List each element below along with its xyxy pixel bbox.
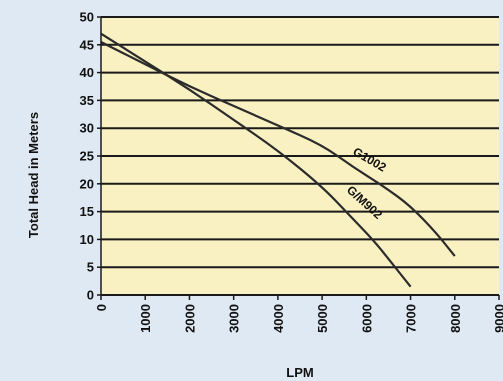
y-tick-label: 50: [80, 10, 94, 25]
x-tick-label: 5000: [315, 304, 330, 333]
curves: [100, 32, 456, 288]
series-line-g1002: [100, 41, 456, 257]
y-tick-label: 35: [80, 93, 94, 108]
x-tick-label: 7000: [404, 304, 419, 333]
series-line-gm902: [100, 32, 412, 288]
y-tick-label: 25: [80, 149, 94, 164]
y-tick-label: 10: [80, 232, 94, 247]
x-tick-label: 2000: [182, 304, 197, 333]
x-tick-label: 3000: [227, 304, 242, 333]
x-tick-label: 4000: [271, 304, 286, 333]
x-tick-label: 6000: [359, 304, 374, 333]
x-axis-ticks: 0 1000 2000 3000 4000 5000 6000 7000 8000 9000: [94, 295, 503, 333]
y-tick-label: 30: [80, 121, 94, 136]
x-tick-label: 0: [94, 304, 109, 311]
x-axis-title: LPM: [286, 365, 313, 380]
x-tick-label: 8000: [448, 304, 463, 333]
y-tick-label: 45: [80, 37, 94, 52]
y-tick-label: 0: [87, 288, 94, 303]
x-tick-label: 9000: [492, 304, 503, 333]
y-axis-title: Total Head in Meters: [26, 112, 41, 238]
y-tick-label: 5: [87, 260, 94, 275]
x-tick-label: 1000: [138, 304, 153, 333]
y-axis-ticks: 0 5 10 15 20 25 30 35 40 45 50: [80, 10, 101, 303]
y-tick-label: 40: [80, 65, 94, 80]
y-tick-label: 15: [80, 204, 94, 219]
y-tick-label: 20: [80, 176, 94, 191]
gridlines: [101, 16, 499, 296]
